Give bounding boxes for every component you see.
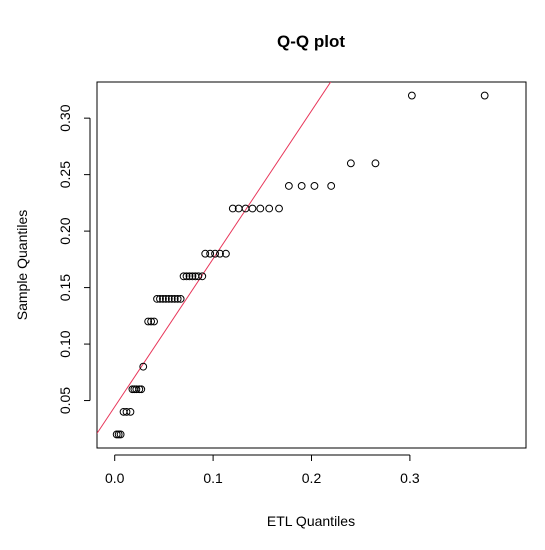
y-tick-label: 0.25 bbox=[57, 161, 73, 188]
data-point bbox=[167, 294, 176, 303]
data-point bbox=[371, 159, 380, 168]
data-point bbox=[265, 204, 274, 213]
x-axis: 0.0 0.1 0.2 0.3 bbox=[105, 454, 420, 486]
data-point bbox=[112, 430, 121, 439]
chart-title: Q-Q plot bbox=[277, 32, 345, 51]
data-point bbox=[137, 385, 146, 394]
y-tick-label: 0.05 bbox=[57, 387, 73, 414]
data-point bbox=[188, 272, 197, 281]
data-point bbox=[161, 294, 170, 303]
data-point bbox=[176, 294, 185, 303]
data-point bbox=[327, 182, 336, 190]
y-tick-label: 0.15 bbox=[57, 274, 73, 301]
data-point bbox=[150, 317, 158, 326]
data-point bbox=[310, 182, 319, 190]
data-point bbox=[275, 204, 283, 213]
data-point bbox=[179, 272, 188, 281]
data-point bbox=[346, 159, 355, 168]
data-point bbox=[182, 272, 191, 281]
y-tick-label: 0.20 bbox=[57, 217, 73, 244]
data-point bbox=[156, 294, 164, 303]
data-point bbox=[284, 182, 293, 190]
data-point bbox=[194, 272, 203, 281]
plot-frame bbox=[96, 81, 527, 449]
data-point bbox=[206, 249, 215, 258]
data-point bbox=[116, 430, 125, 439]
reference-line-layer bbox=[97, 82, 332, 434]
data-point bbox=[198, 272, 207, 281]
data-point bbox=[480, 91, 489, 100]
data-point bbox=[248, 204, 257, 213]
x-tick-label: 0.0 bbox=[105, 470, 125, 486]
x-tick-label: 0.3 bbox=[400, 470, 420, 486]
x-axis-title: ETL Quantiles bbox=[267, 513, 355, 529]
qq-reference-line bbox=[97, 82, 332, 434]
data-point bbox=[153, 294, 161, 303]
data-point bbox=[147, 317, 156, 326]
data-point bbox=[122, 407, 131, 416]
data-points-layer bbox=[112, 91, 489, 439]
data-point bbox=[135, 385, 144, 394]
y-axis: 0.05 0.10 0.15 0.20 0.25 0.30 bbox=[57, 104, 91, 414]
x-tick-label: 0.2 bbox=[302, 470, 322, 486]
data-point bbox=[132, 385, 141, 394]
data-point bbox=[170, 294, 179, 303]
data-point bbox=[185, 272, 194, 281]
data-point bbox=[228, 204, 237, 213]
data-point bbox=[201, 249, 210, 258]
x-tick-label: 0.1 bbox=[203, 470, 223, 486]
y-tick-label: 0.30 bbox=[57, 104, 73, 131]
data-point bbox=[126, 407, 135, 416]
data-point bbox=[159, 294, 167, 303]
data-point bbox=[114, 430, 123, 439]
data-point bbox=[297, 182, 306, 190]
data-point bbox=[221, 249, 230, 258]
data-point bbox=[256, 204, 265, 213]
data-point bbox=[144, 317, 153, 326]
data-point bbox=[211, 249, 219, 258]
data-point bbox=[164, 294, 173, 303]
y-axis-title: Sample Quantiles bbox=[14, 210, 30, 321]
data-point bbox=[173, 294, 182, 303]
data-point bbox=[216, 249, 224, 258]
data-point bbox=[139, 362, 148, 371]
y-tick-label: 0.10 bbox=[57, 330, 73, 357]
data-point bbox=[407, 91, 416, 100]
